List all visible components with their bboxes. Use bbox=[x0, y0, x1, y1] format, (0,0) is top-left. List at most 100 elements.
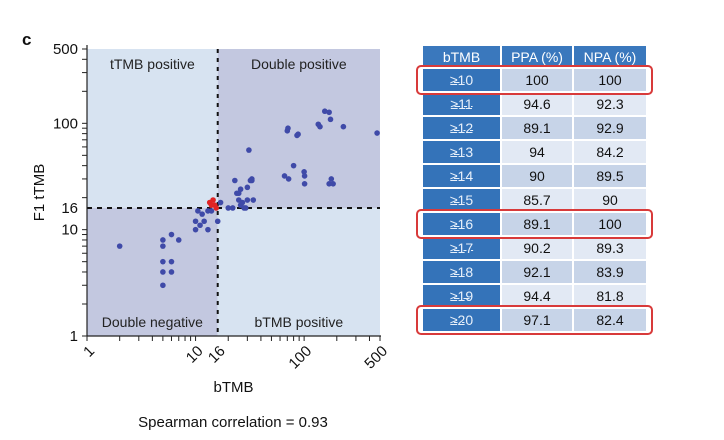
data-point bbox=[192, 226, 199, 233]
cell-npa: 83.9 bbox=[574, 261, 646, 283]
table-row: ≥11 94.6 92.3 bbox=[423, 93, 646, 115]
quadrant-label-bottom-left: Double negative bbox=[102, 314, 203, 330]
data-point bbox=[242, 205, 249, 211]
data-point bbox=[175, 237, 182, 243]
cell-npa: 89.5 bbox=[574, 165, 646, 187]
quadrant-label-top-left: tTMB positive bbox=[110, 56, 195, 72]
cell-btmb-threshold: ≥11 bbox=[423, 93, 500, 115]
header-btmb: bTMB bbox=[423, 46, 500, 67]
data-point bbox=[214, 218, 221, 225]
cell-npa: 92.9 bbox=[574, 117, 646, 139]
cell-ppa: 94.6 bbox=[502, 93, 572, 115]
data-point bbox=[237, 186, 244, 193]
data-point bbox=[232, 177, 238, 184]
quadrant-bottom-right bbox=[217, 207, 380, 336]
table-header-row: bTMB PPA (%) NPA (%) bbox=[423, 46, 646, 67]
x-tick-label: 10 bbox=[183, 343, 207, 367]
data-point bbox=[239, 199, 246, 206]
data-point bbox=[199, 211, 205, 217]
cell-ppa: 90.2 bbox=[502, 237, 572, 259]
cell-ppa: 89.1 bbox=[502, 213, 572, 235]
table-row: ≥10 100 100 bbox=[423, 69, 646, 91]
data-point bbox=[160, 243, 166, 249]
data-point bbox=[160, 237, 166, 243]
data-point bbox=[249, 177, 255, 184]
table-row: ≥15 85.7 90 bbox=[423, 189, 646, 211]
data-point bbox=[192, 218, 199, 225]
highlighted-data-point bbox=[213, 205, 220, 211]
data-point bbox=[208, 208, 215, 214]
cell-ppa: 85.7 bbox=[502, 189, 572, 211]
cell-npa: 84.2 bbox=[574, 141, 646, 163]
table-row: ≥14 90 89.5 bbox=[423, 165, 646, 187]
data-point bbox=[330, 180, 336, 187]
header-npa: NPA (%) bbox=[574, 46, 646, 67]
cell-ppa: 97.1 bbox=[502, 309, 572, 331]
data-point bbox=[217, 199, 224, 206]
data-point bbox=[246, 147, 252, 153]
data-point bbox=[340, 123, 347, 130]
data-point bbox=[285, 176, 292, 182]
y-tick-label: 16 bbox=[61, 200, 78, 217]
table-row: ≥12 89.1 92.9 bbox=[423, 117, 646, 139]
correlation-annotation: Spearman correlation = 0.93 bbox=[138, 414, 328, 431]
cell-ppa: 94.4 bbox=[502, 285, 572, 307]
cell-btmb-threshold: ≥12 bbox=[423, 117, 500, 139]
y-tick-label: 100 bbox=[53, 115, 78, 132]
cell-npa: 89.3 bbox=[574, 237, 646, 259]
cell-npa: 90 bbox=[574, 189, 646, 211]
y-tick-label: 1 bbox=[70, 328, 78, 345]
agreement-table: bTMB PPA (%) NPA (%) ≥10 100 100 ≥11 94.6 92.… bbox=[421, 44, 648, 333]
cell-npa: 100 bbox=[574, 213, 646, 235]
data-point bbox=[168, 258, 175, 265]
cell-ppa: 94 bbox=[502, 141, 572, 163]
table-row: ≥13 94 84.2 bbox=[423, 141, 646, 163]
header-ppa: PPA (%) bbox=[502, 46, 572, 67]
data-point bbox=[116, 243, 123, 249]
cell-btmb-threshold: ≥14 bbox=[423, 165, 500, 187]
cell-ppa: 92.1 bbox=[502, 261, 572, 283]
table-row: ≥20 97.1 82.4 bbox=[423, 309, 646, 331]
data-point bbox=[374, 130, 380, 136]
cell-btmb-threshold: ≥15 bbox=[423, 189, 500, 211]
table-row: ≥16 89.1 100 bbox=[423, 213, 646, 235]
cell-npa: 81.8 bbox=[574, 285, 646, 307]
cell-btmb-threshold: ≥16 bbox=[423, 213, 500, 235]
y-tick-label: 500 bbox=[53, 41, 78, 58]
data-point bbox=[295, 131, 301, 138]
cell-btmb-threshold: ≥19 bbox=[423, 285, 500, 307]
cell-ppa: 90 bbox=[502, 165, 572, 187]
data-point bbox=[301, 173, 308, 179]
data-point bbox=[326, 109, 332, 116]
data-point bbox=[229, 205, 236, 211]
data-point bbox=[284, 128, 291, 134]
quadrant-label-top-right: Double positive bbox=[251, 56, 347, 72]
data-point bbox=[168, 269, 175, 275]
y-axis-label: F1 tTMB bbox=[31, 164, 48, 222]
data-point bbox=[250, 197, 257, 203]
data-point bbox=[205, 226, 211, 233]
data-point bbox=[301, 180, 308, 187]
data-point bbox=[321, 108, 328, 115]
data-point bbox=[160, 269, 166, 275]
data-point bbox=[327, 116, 334, 123]
data-point bbox=[160, 258, 166, 265]
highlighted-data-point bbox=[208, 202, 215, 208]
x-tick-label: 500 bbox=[361, 343, 391, 373]
data-point bbox=[317, 123, 323, 130]
data-point bbox=[168, 231, 175, 238]
quadrant-top-right bbox=[217, 49, 380, 208]
data-point bbox=[326, 180, 332, 187]
data-point bbox=[328, 176, 335, 182]
cell-btmb-threshold: ≥18 bbox=[423, 261, 500, 283]
data-point bbox=[197, 222, 203, 229]
cell-ppa: 89.1 bbox=[502, 117, 572, 139]
quadrant-label-bottom-right: bTMB positive bbox=[255, 314, 344, 330]
data-point bbox=[244, 184, 251, 191]
data-point bbox=[281, 173, 288, 179]
data-point bbox=[244, 197, 251, 203]
data-point bbox=[195, 208, 201, 214]
x-axis-label: bTMB bbox=[213, 379, 253, 396]
cell-npa: 92.3 bbox=[574, 93, 646, 115]
